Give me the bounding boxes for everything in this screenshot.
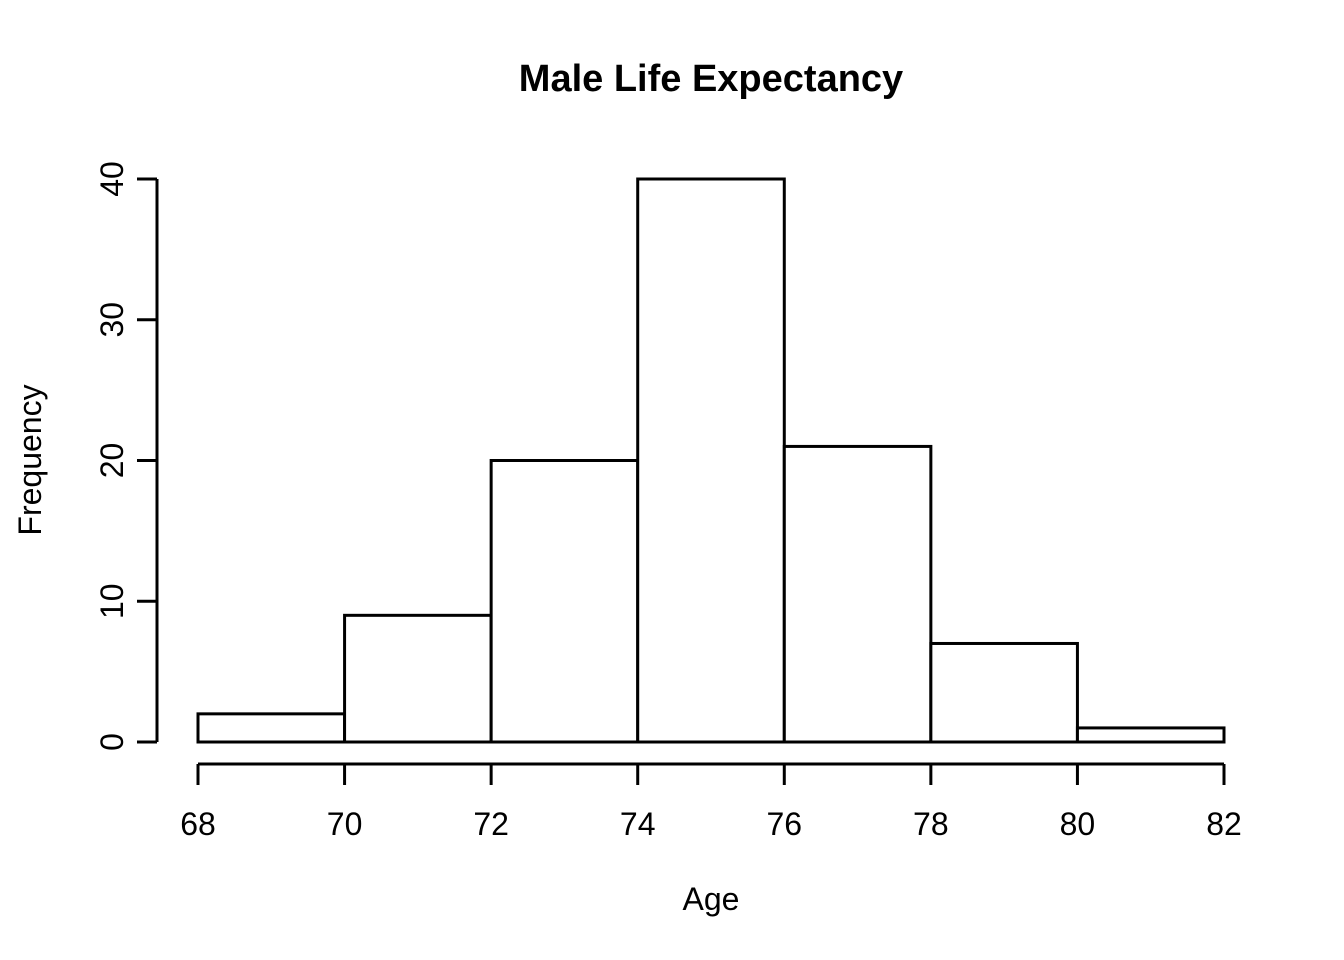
- histogram-bar: [196, 712, 347, 744]
- x-tick-label: 74: [620, 806, 656, 842]
- x-tick-label: 82: [1206, 806, 1242, 842]
- y-axis-title: Frequency: [12, 384, 48, 535]
- x-tick-label: 76: [766, 806, 802, 842]
- y-tick-label: 40: [94, 161, 130, 197]
- histogram-bar: [636, 177, 786, 744]
- y-tick-label: 20: [94, 443, 130, 479]
- histogram-bar: [782, 444, 933, 744]
- histogram-bar: [929, 641, 1079, 744]
- histogram-bar: [1075, 726, 1226, 744]
- x-axis-title: Age: [683, 881, 740, 917]
- x-tick-label: 68: [180, 806, 216, 842]
- chart-title: Male Life Expectancy: [519, 58, 903, 100]
- plot-generated-layer: 0 10 20 30 40 68 70 72 74 76 78 80 82: [94, 161, 1242, 842]
- x-tick-label: 70: [327, 806, 363, 842]
- y-tick-label: 10: [94, 583, 130, 619]
- y-tick-label: 30: [94, 302, 130, 338]
- x-tick-label: 72: [473, 806, 509, 842]
- histogram-bar: [343, 613, 493, 744]
- x-tick-label: 80: [1060, 806, 1096, 842]
- histogram-bar: [489, 459, 640, 744]
- x-tick-label: 78: [913, 806, 949, 842]
- y-tick-label: 0: [94, 733, 130, 751]
